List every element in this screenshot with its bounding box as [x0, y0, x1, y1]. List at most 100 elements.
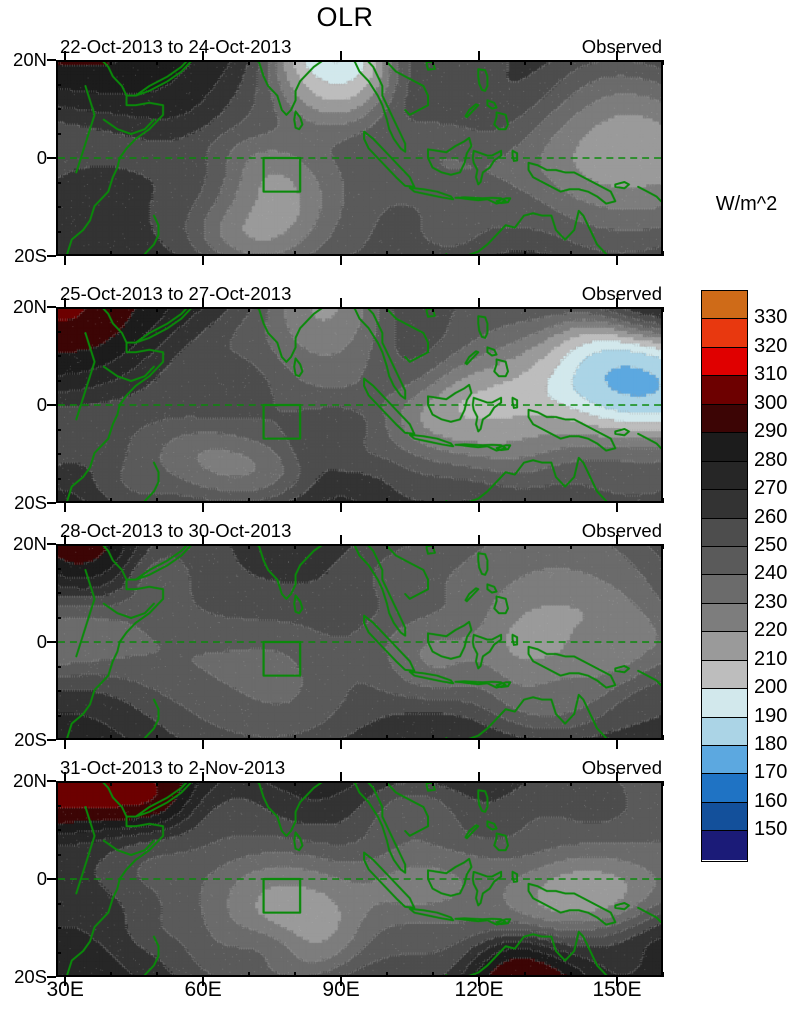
y-tick-minor — [56, 477, 61, 480]
plot-area[interactable] — [56, 60, 663, 256]
y-tick-major — [47, 780, 56, 782]
x-tick-minor — [662, 498, 664, 503]
y-tick-label: 0 — [36, 868, 47, 889]
x-tick-minor — [570, 60, 573, 65]
colorbar-tick-label: 260 — [754, 505, 788, 528]
colorbar-band[interactable]: 290 — [702, 404, 787, 442]
x-tick-minor — [110, 781, 113, 786]
x-tick-major — [616, 51, 618, 60]
x-tick-minor — [386, 544, 389, 549]
colorbar-band[interactable]: 320 — [702, 319, 787, 357]
colorbar-band[interactable]: 240 — [702, 546, 787, 584]
olr-contour-map — [58, 546, 661, 738]
y-tick-major — [47, 976, 56, 978]
y-tick-major — [47, 59, 56, 61]
x-tick-major — [340, 298, 343, 307]
olr-contour-map — [58, 62, 661, 254]
x-tick-minor — [294, 60, 297, 65]
x-tick-minor — [110, 251, 113, 256]
colorbar-band[interactable] — [702, 831, 747, 860]
y-tick-major — [47, 878, 56, 880]
x-tick-major — [340, 740, 343, 749]
x-tick-minor — [156, 307, 159, 312]
x-tick-minor — [294, 972, 297, 977]
x-tick-minor — [248, 60, 251, 65]
y-tick-label: 20N — [13, 296, 47, 317]
x-tick-minor — [248, 544, 251, 549]
olr-contour-map — [58, 309, 661, 501]
colorbar-band[interactable]: 250 — [702, 518, 787, 556]
colorbar-band[interactable]: 160 — [702, 774, 787, 812]
colorbar-tick-label: 310 — [754, 363, 788, 386]
x-tick-major — [202, 298, 205, 307]
y-tick-label: 20N — [13, 49, 47, 70]
colorbar-band[interactable]: 300 — [702, 376, 787, 414]
x-tick-minor — [156, 60, 159, 65]
y-tick-minor — [56, 108, 61, 110]
colorbar-band[interactable]: 180 — [702, 717, 787, 755]
y-tick-minor — [56, 804, 61, 807]
colorbar-band[interactable]: 230 — [702, 575, 787, 613]
colorbar-band[interactable]: 200 — [702, 660, 787, 698]
y-tick-minor — [56, 951, 61, 954]
x-tick-major — [340, 772, 343, 781]
x-tick-minor — [524, 735, 527, 740]
x-tick-major — [64, 772, 67, 781]
x-tick-minor — [248, 781, 251, 786]
colorbar-band[interactable]: 170 — [702, 746, 787, 783]
colorbar-band[interactable]: 310 — [702, 347, 787, 385]
x-tick-minor — [570, 498, 573, 503]
colorbar-band[interactable]: 330 — [702, 291, 787, 328]
colorbar-band[interactable]: 150 — [702, 802, 787, 840]
x-tick-minor — [524, 498, 527, 503]
colorbar[interactable]: 330 320 310 300 290 280 270 260 250 240 230 220 210 2… — [701, 290, 787, 862]
colorbar-band[interactable]: 260 — [702, 490, 787, 528]
x-tick-minor — [156, 544, 159, 549]
x-tick-major — [202, 256, 205, 265]
plot-area[interactable] — [56, 307, 663, 503]
x-tick-minor — [156, 498, 159, 503]
y-tick-minor — [56, 690, 61, 692]
y-tick-minor — [56, 83, 61, 86]
panel-header: 31-Oct-2013 to 2-Nov-2013 Observed — [56, 757, 663, 779]
panel-date-range: 25-Oct-2013 to 27-Oct-2013 — [60, 283, 292, 304]
colorbar-band[interactable]: 210 — [702, 632, 787, 670]
x-tick-minor — [662, 307, 664, 312]
x-tick-minor — [248, 498, 251, 503]
colorbar-band[interactable]: 190 — [702, 689, 787, 727]
y-tick-minor — [56, 829, 61, 831]
x-tick-label: 60E — [184, 978, 222, 1001]
x-tick-minor — [156, 735, 159, 740]
plot-area[interactable] — [56, 781, 663, 977]
x-tick-major — [616, 740, 618, 749]
y-tick-label: 20S — [14, 966, 47, 987]
plot-area[interactable] — [56, 544, 663, 740]
y-tick-label: 0 — [36, 394, 47, 415]
colorbar-tick-label: 190 — [754, 704, 788, 727]
y-tick-major — [47, 255, 56, 257]
x-tick-major — [64, 535, 67, 544]
y-tick-major — [47, 306, 56, 308]
x-tick-major — [202, 740, 205, 749]
x-tick-major — [202, 503, 205, 512]
x-tick-major — [478, 740, 481, 749]
y-tick-minor — [56, 902, 61, 905]
x-tick-minor — [110, 498, 113, 503]
x-tick-minor — [570, 544, 573, 549]
x-tick-major — [202, 535, 205, 544]
x-tick-minor — [156, 972, 159, 977]
colorbar-band[interactable]: 270 — [702, 461, 787, 499]
x-tick-major — [478, 977, 481, 986]
x-tick-minor — [386, 781, 389, 786]
olr-contour-map — [58, 783, 661, 975]
x-tick-minor — [570, 251, 573, 256]
colorbar-band[interactable]: 280 — [702, 433, 787, 471]
colorbar-band[interactable]: 220 — [702, 603, 787, 641]
x-tick-minor — [156, 781, 159, 786]
x-tick-minor — [570, 972, 573, 977]
panel-header: 25-Oct-2013 to 27-Oct-2013 Observed — [56, 283, 663, 305]
y-tick-major — [47, 641, 56, 643]
y-tick-label: 20N — [13, 770, 47, 791]
y-tick-label: 0 — [36, 631, 47, 652]
x-tick-major — [478, 256, 481, 265]
